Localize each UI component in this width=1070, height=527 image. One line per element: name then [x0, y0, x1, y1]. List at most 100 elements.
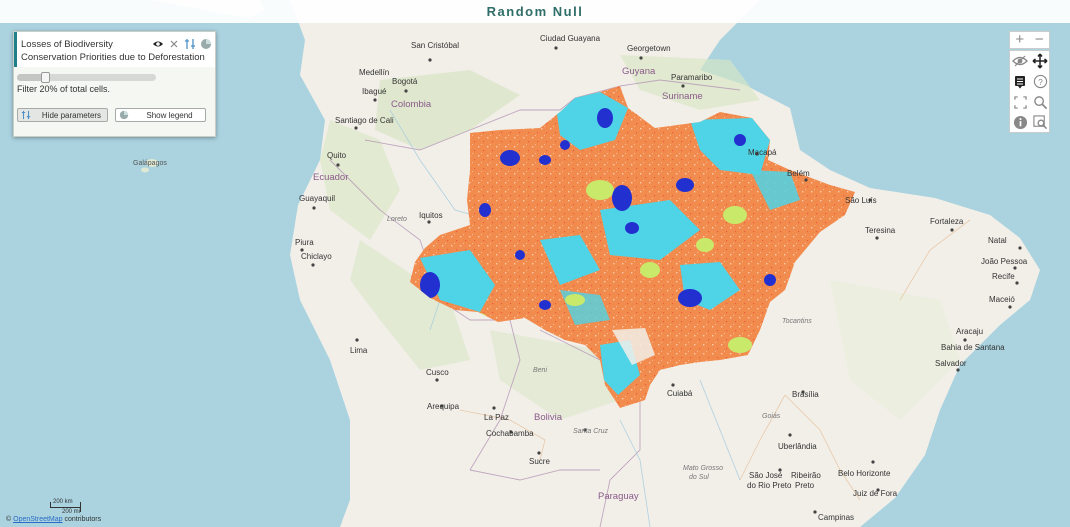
label-cusco: Cusco	[426, 368, 449, 377]
map-toolbar: ?	[1009, 50, 1050, 133]
city-dots	[300, 46, 1022, 514]
label-colombia: Colombia	[391, 99, 432, 110]
label-campinas: Campinas	[818, 513, 854, 522]
info-icon[interactable]	[1010, 113, 1030, 133]
scale-line	[50, 507, 80, 508]
visibility-icon[interactable]	[152, 38, 164, 50]
layer-title: Losses of Biodiversity Conservation Prio…	[21, 39, 205, 64]
show-legend-label: Show legend	[146, 111, 193, 120]
attribution-suffix: contributors	[64, 516, 102, 523]
label-bahia-de-santana: Bahia de Santana	[941, 343, 1005, 352]
pan-icon[interactable]	[1030, 51, 1050, 71]
filter-slider-fill	[17, 74, 45, 81]
cyan-region-amapa	[690, 118, 770, 175]
green-patch-4	[565, 294, 585, 306]
label-salvador: Salvador	[935, 359, 967, 368]
label-ribeirao-preto-1: Ribeirão	[791, 471, 821, 480]
legend-icon[interactable]	[200, 38, 212, 50]
label-quito: Quito	[327, 151, 347, 160]
scale-tick-left	[50, 502, 51, 507]
label-arequipa: Arequipa	[427, 402, 460, 411]
layer-title-line1: Losses of Biodiversity	[21, 39, 113, 50]
zoom-out-button[interactable]: −	[1034, 31, 1044, 48]
blue-patch-9	[678, 289, 702, 307]
openstreetmap-link[interactable]: OpenStreetMap	[13, 516, 63, 523]
label-sao-jose-1: São José	[749, 471, 783, 480]
layer-panel: Losses of Biodiversity Conservation Prio…	[13, 31, 216, 137]
green-patch-3	[640, 262, 660, 278]
label-brasilia: Brasília	[792, 390, 819, 399]
label-maceio: Maceió	[989, 295, 1015, 304]
blue-patch-7	[420, 272, 440, 298]
filter-slider[interactable]	[17, 72, 156, 83]
label-chiclayo: Chiclayo	[301, 252, 332, 261]
forest-area-bahia	[830, 280, 960, 420]
help-icon[interactable]: ?	[1030, 72, 1050, 92]
label-juiz-de-fora: Juiz de Fora	[853, 489, 898, 498]
scale-metric-label: 200 km	[53, 499, 73, 505]
galapagos-islands-2	[141, 167, 149, 173]
label-sucre: Sucre	[529, 457, 550, 466]
label-uberlandia: Uberlândia	[778, 442, 817, 451]
zoom-in-button[interactable]: +	[1015, 31, 1025, 48]
legend-icon	[119, 110, 129, 120]
blue-patch-15	[764, 274, 776, 286]
svg-text:?: ?	[1038, 77, 1043, 87]
blue-patch-2	[597, 108, 613, 128]
blue-patch-5	[734, 134, 746, 146]
label-la-paz: La Paz	[484, 413, 509, 422]
cyan-region-west	[420, 250, 495, 312]
label-goias: Goiás	[762, 413, 781, 420]
zoom-area-icon[interactable]	[1030, 113, 1050, 133]
label-ibague: Ibagué	[362, 87, 387, 96]
forest-area-guianas	[620, 55, 760, 110]
label-lima: Lima	[350, 346, 368, 355]
cyan-region-para	[750, 170, 800, 210]
filter-slider-thumb[interactable]	[40, 72, 50, 83]
show-legend-button[interactable]: Show legend	[115, 108, 206, 122]
label-cochabamba: Cochabamba	[486, 429, 534, 438]
label-beni: Beni	[533, 367, 547, 374]
label-sao-jose-2: do Rio Preto	[747, 481, 792, 490]
label-paramaribo: Paramaribo	[671, 73, 713, 82]
blue-patch-3	[612, 185, 632, 211]
label-iquitos: Iquitos	[419, 211, 443, 220]
label-recife: Recife	[992, 272, 1015, 281]
green-patch-5	[728, 337, 752, 353]
roads	[459, 219, 971, 501]
label-fortaleza: Fortaleza	[930, 217, 964, 226]
label-piura: Piura	[295, 238, 314, 247]
search-icon[interactable]	[1030, 93, 1050, 113]
layers-list-icon[interactable]	[1010, 72, 1030, 92]
label-ribeirao-preto-2: Preto	[795, 481, 815, 490]
label-santa-cruz: Santa Cruz	[573, 428, 609, 435]
filter-text: Filter 20% of total cells.	[17, 84, 111, 94]
app-title: Random Null	[486, 4, 584, 19]
label-belo-horizonte: Belo Horizonte	[838, 469, 891, 478]
label-georgetown: Georgetown	[627, 44, 671, 53]
hide-parameters-label: Hide parameters	[41, 111, 102, 120]
blue-patch-8	[479, 203, 491, 217]
blue-patch-10	[625, 222, 639, 234]
hide-parameters-button[interactable]: Hide parameters	[17, 108, 108, 122]
label-sao-luis: São Luís	[845, 196, 877, 205]
zoom-controls: + −	[1009, 31, 1050, 49]
parameters-icon[interactable]	[184, 38, 196, 50]
app-title-bar: Random Null	[0, 0, 1070, 23]
label-bogota: Bogotá	[392, 77, 418, 86]
map-attribution: © OpenStreetMap contributors	[6, 516, 101, 523]
label-mato-grosso-do-sul-2: do Sul	[689, 474, 709, 481]
cyan-region-amazonas	[540, 235, 600, 285]
close-icon[interactable]	[168, 38, 180, 50]
fullscreen-icon[interactable]	[1010, 93, 1030, 113]
label-joao-pessoa: João Pessoa	[981, 257, 1028, 266]
visibility-toggle-icon[interactable]	[1010, 51, 1030, 71]
blue-patch-11	[539, 300, 551, 310]
blue-patch-4	[676, 178, 694, 192]
label-belem: Belém	[787, 169, 810, 178]
label-mato-grosso-do-sul-1: Mato Grosso	[683, 465, 723, 472]
galapagos-islands	[146, 159, 158, 167]
label-natal: Natal	[988, 236, 1007, 245]
cyan-region-central	[600, 200, 700, 260]
